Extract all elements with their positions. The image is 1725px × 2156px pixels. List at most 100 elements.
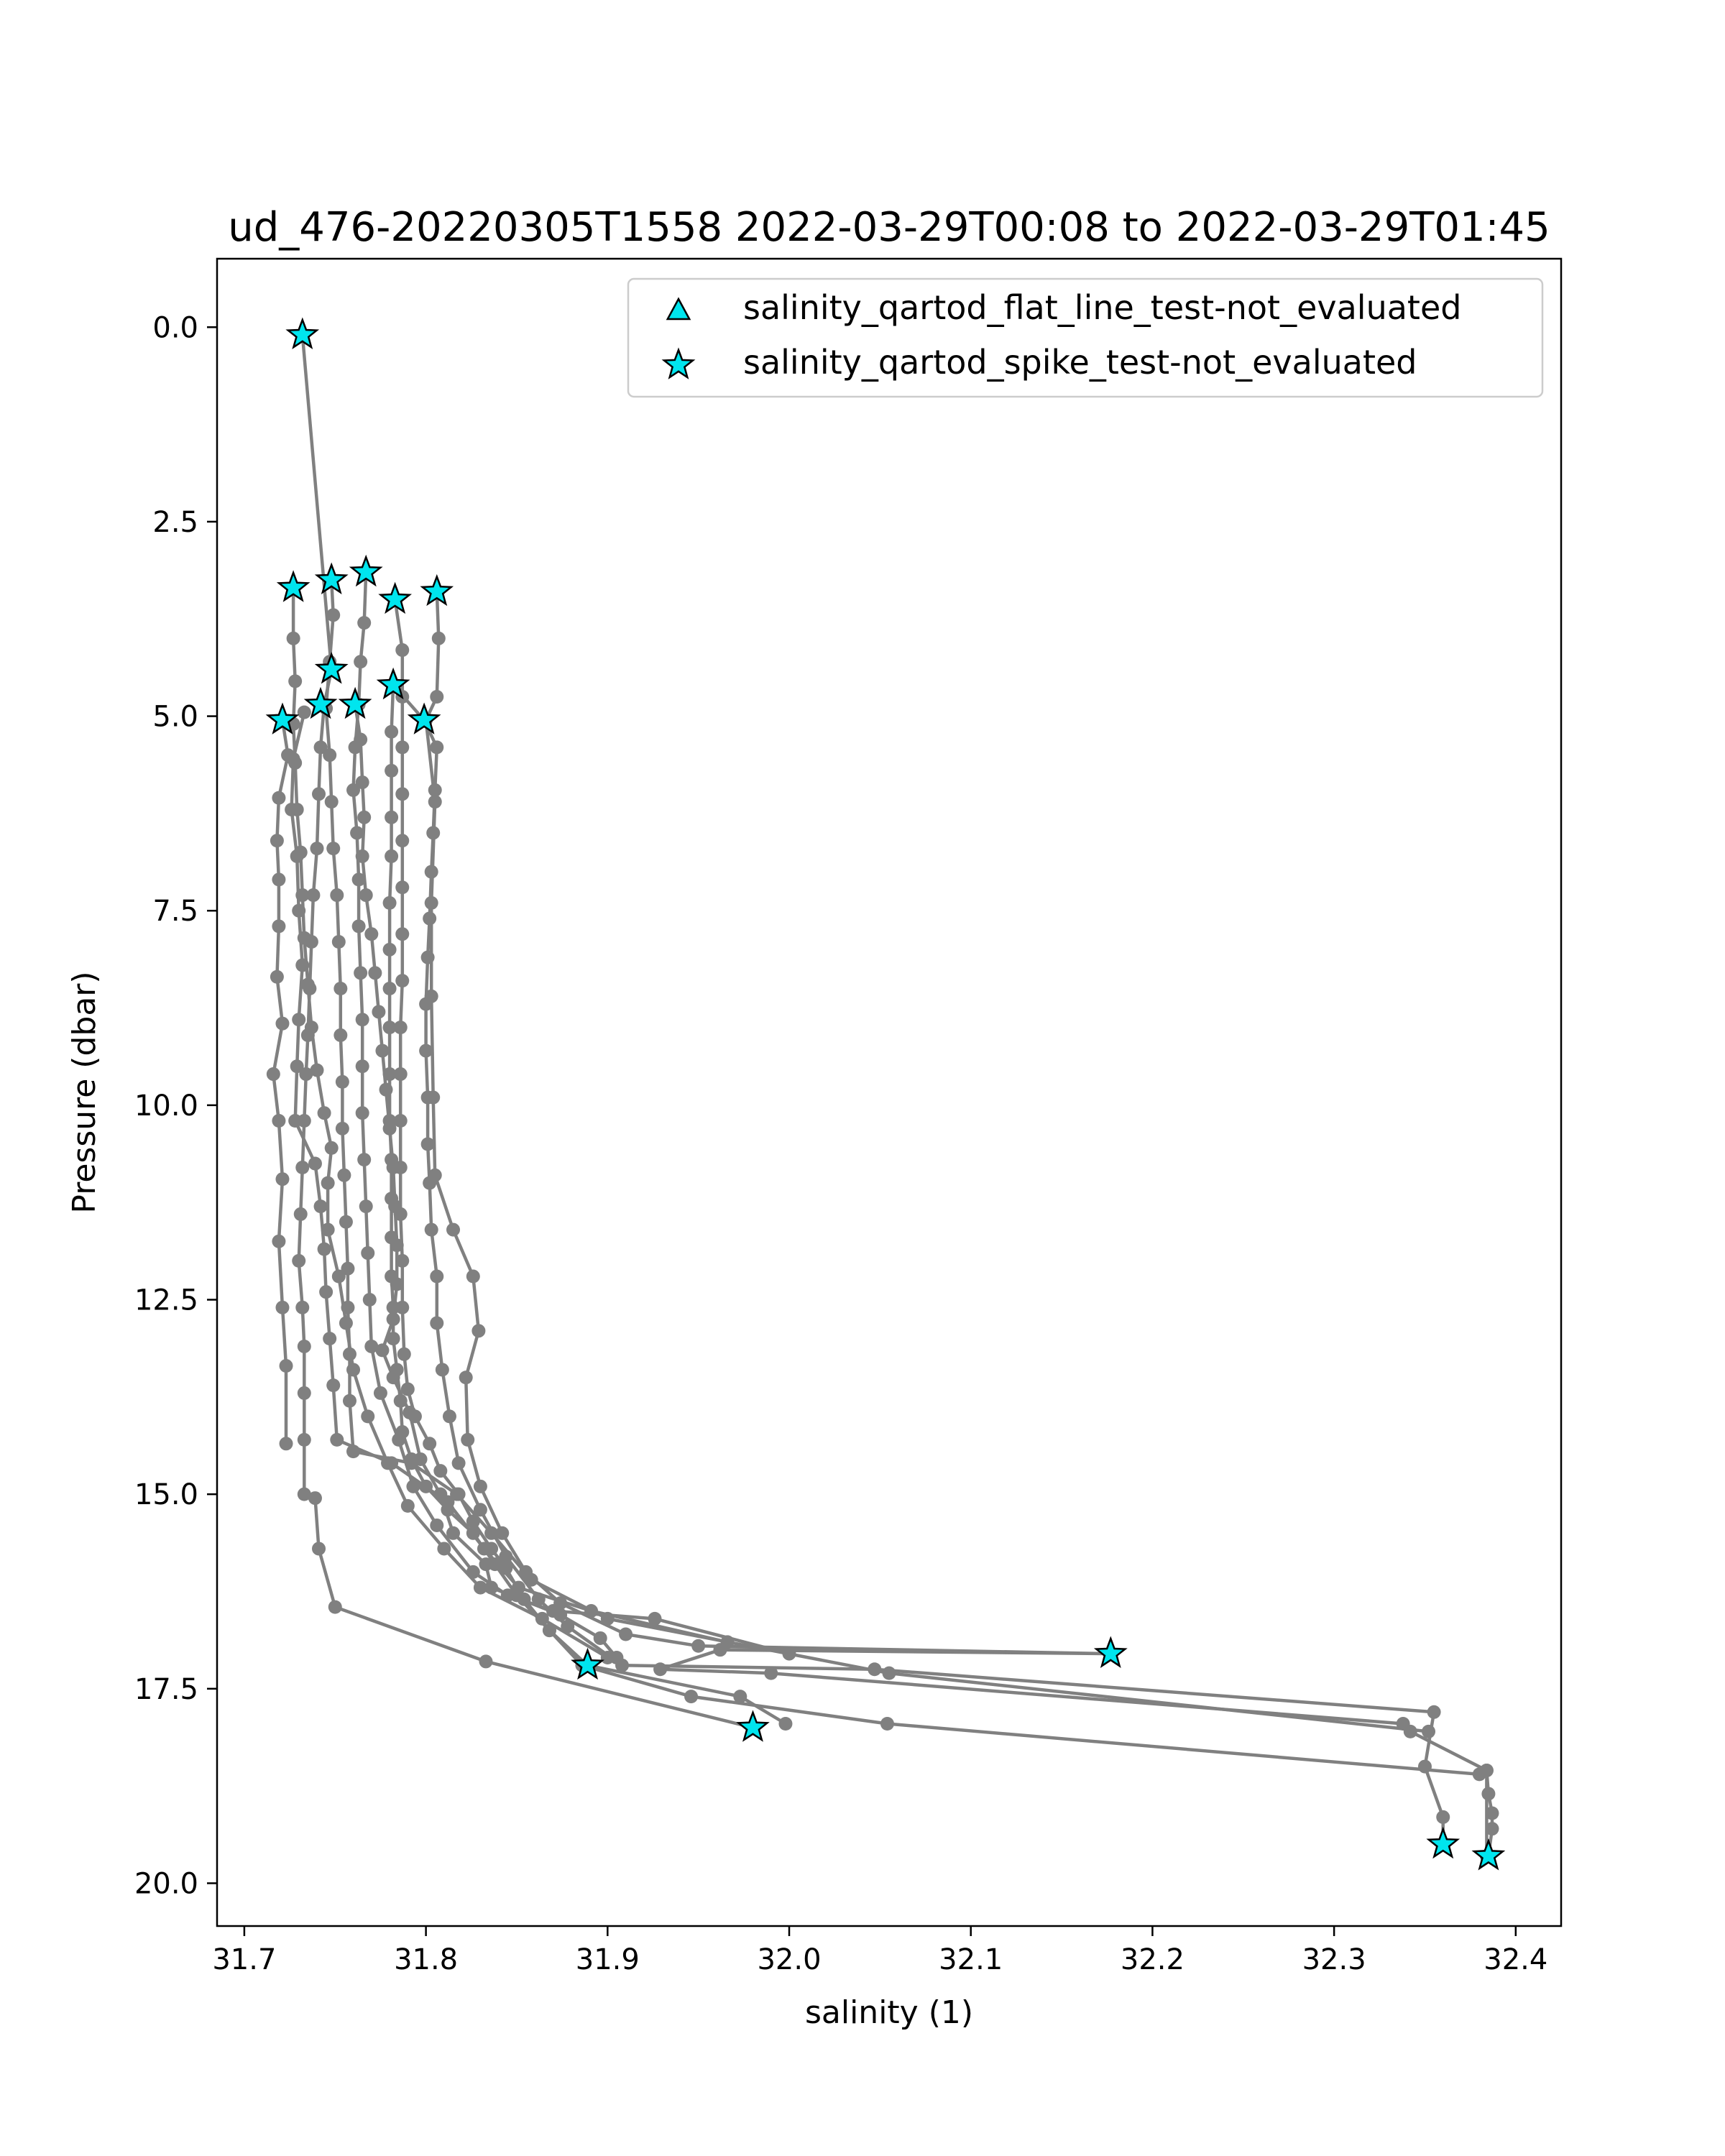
data-point: [395, 974, 410, 988]
data-point: [430, 1518, 444, 1532]
data-point: [431, 631, 446, 645]
profile-line: [393, 599, 1494, 1856]
data-point: [286, 631, 300, 645]
data-point: [272, 872, 286, 887]
data-point: [331, 1269, 346, 1284]
data-point: [392, 1432, 406, 1447]
data-point: [375, 1044, 390, 1058]
spike-flag-star: [276, 570, 310, 602]
y-tick-label: 17.5: [134, 1673, 198, 1706]
data-point: [279, 1359, 293, 1373]
spike-flag-star: [1093, 1636, 1128, 1668]
profile-7: [319, 573, 1436, 1738]
data-point: [764, 1666, 778, 1680]
spike-flag-star: [314, 652, 349, 684]
data-point: [390, 1277, 404, 1291]
legend-label-flat-line: salinity_qartod_flat_line_test-not_evalu…: [743, 288, 1461, 327]
data-point: [275, 1172, 290, 1187]
data-point: [1427, 1705, 1441, 1719]
data-point: [386, 1160, 400, 1174]
data-point: [339, 1215, 353, 1229]
data-point: [385, 763, 399, 778]
spike-flag-star: [407, 702, 441, 734]
y-tick-label: 12.5: [134, 1284, 198, 1317]
data-point: [423, 911, 437, 926]
data-point: [397, 1347, 411, 1361]
data-point: [395, 927, 410, 941]
spike-flag-star: [265, 702, 300, 734]
data-point: [395, 880, 410, 895]
data-point: [882, 1666, 896, 1680]
data-point: [272, 1234, 286, 1248]
data-point: [420, 1137, 435, 1151]
data-point: [272, 1114, 286, 1128]
spike-flag-star: [1426, 1826, 1460, 1859]
legend-label-spike: salinity_qartod_spike_test-not_evaluated: [743, 343, 1417, 382]
data-point: [495, 1526, 510, 1540]
data-point: [610, 1651, 624, 1665]
data-point: [424, 989, 438, 1003]
data-point: [292, 1013, 306, 1027]
data-point: [406, 1479, 420, 1493]
data-point: [382, 942, 397, 957]
data-point: [272, 791, 286, 805]
spike-flag-star: [736, 1710, 770, 1742]
data-point: [295, 958, 310, 972]
data-point: [288, 1114, 303, 1128]
data-point: [354, 966, 368, 980]
data-point: [535, 1611, 549, 1626]
data-point: [351, 919, 366, 934]
profile-line: [353, 704, 618, 1659]
data-point: [393, 1114, 408, 1128]
data-point: [1485, 1806, 1499, 1820]
data-point: [297, 1386, 311, 1400]
data-point: [484, 1580, 499, 1595]
data-point: [433, 1487, 448, 1501]
data-point: [313, 1199, 328, 1214]
data-point: [435, 1363, 449, 1377]
data-point: [351, 872, 366, 887]
data-point: [390, 1238, 404, 1253]
data-point: [430, 740, 444, 755]
data-point: [359, 888, 373, 903]
data-point: [290, 849, 304, 863]
x-tick-label: 32.1: [939, 1943, 1003, 1976]
x-tick-label: 31.8: [394, 1943, 458, 1976]
data-point: [386, 1312, 400, 1327]
legend-star-marker: [661, 347, 696, 379]
legend: salinity_qartod_flat_line_test-not_evalu…: [627, 277, 1544, 398]
y-tick-label: 0.0: [152, 311, 198, 344]
data-point: [359, 1199, 373, 1214]
data-point: [297, 705, 311, 719]
data-point: [1485, 1822, 1499, 1836]
data-point: [319, 1285, 334, 1299]
data-point: [379, 1082, 393, 1097]
data-point: [511, 1580, 525, 1595]
data-point: [328, 1600, 342, 1614]
data-point: [400, 1382, 415, 1396]
data-point: [321, 1176, 335, 1190]
y-axis: 0.0 2.5 5.0 7.5 10.0 12.5 15.0 17.5 20.0: [134, 311, 217, 1900]
data-point: [350, 826, 364, 840]
data-point: [372, 1005, 386, 1019]
data-point: [275, 1300, 290, 1314]
data-point: [477, 1542, 491, 1556]
data-point: [290, 1059, 304, 1074]
x-tick-label: 31.9: [576, 1943, 640, 1976]
data-point: [292, 1253, 306, 1268]
data-point: [561, 1619, 575, 1634]
data-point: [584, 1604, 599, 1618]
x-tick-label: 32.4: [1484, 1943, 1547, 1976]
data-point: [288, 674, 303, 688]
data-point: [313, 740, 328, 755]
data-point: [395, 740, 410, 755]
data-point: [312, 787, 326, 801]
data-point: [382, 895, 397, 910]
data-point: [357, 810, 372, 824]
data-point: [357, 616, 372, 630]
data-point: [423, 1437, 437, 1451]
data-point: [880, 1717, 894, 1731]
data-point: [386, 1332, 400, 1346]
spike-flag-star: [285, 317, 320, 349]
data-point: [270, 834, 284, 848]
